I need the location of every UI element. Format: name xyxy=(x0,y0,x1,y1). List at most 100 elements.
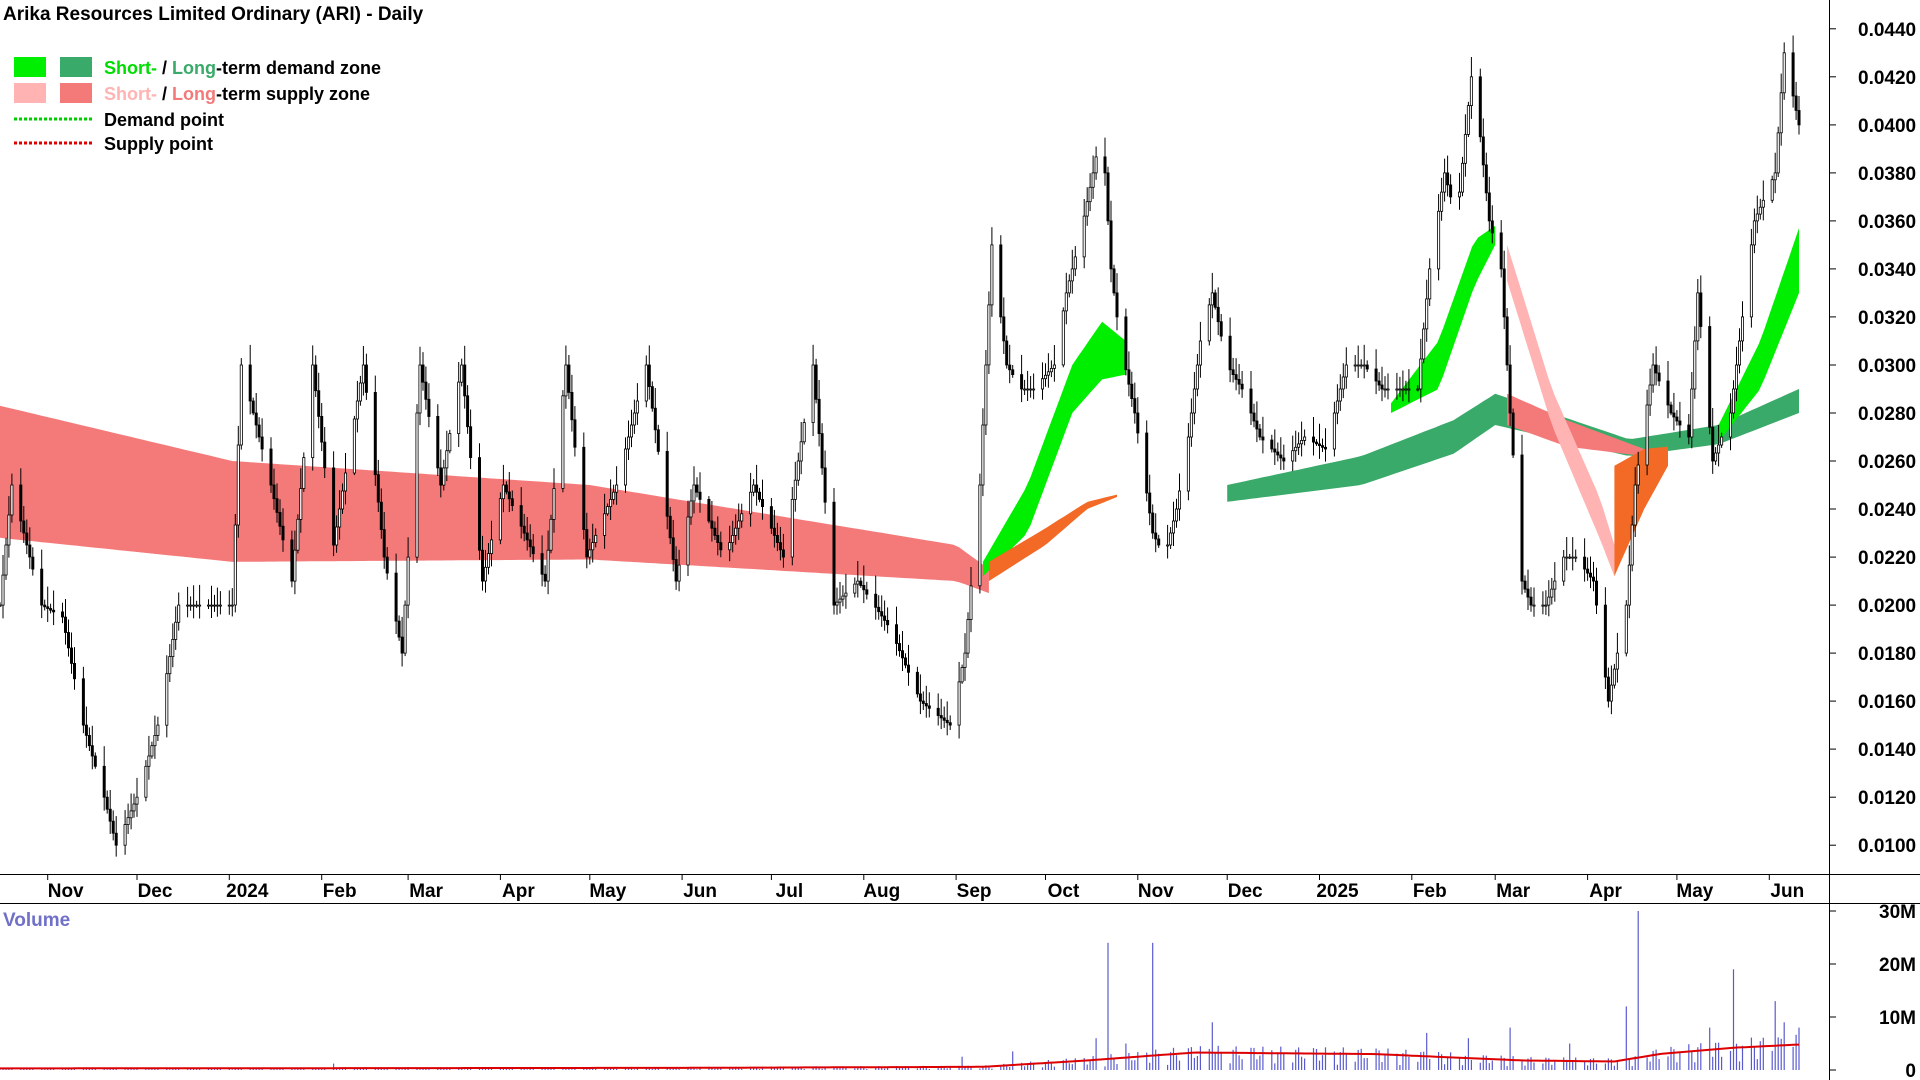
price-bar xyxy=(278,499,282,535)
price-bar xyxy=(1362,344,1366,379)
price-bar xyxy=(1779,73,1783,146)
price-bar xyxy=(1359,359,1363,369)
price-bar xyxy=(525,517,529,551)
price-bar xyxy=(126,803,130,834)
price-bar xyxy=(671,519,675,572)
price-bar xyxy=(81,666,85,734)
x-tick-label: Nov xyxy=(48,881,84,902)
price-bar xyxy=(510,490,514,512)
price-bar xyxy=(880,595,884,627)
price-bar xyxy=(302,452,306,492)
price-bar xyxy=(1636,451,1640,494)
price-bar xyxy=(969,567,973,633)
price-bar xyxy=(501,464,505,513)
price-bar xyxy=(772,509,776,548)
price-bar xyxy=(489,520,493,567)
legend-supply-long-text: Long xyxy=(172,84,216,104)
price-bar xyxy=(1189,398,1193,447)
price-bar xyxy=(135,777,139,817)
y-tick-label: 0.0240 xyxy=(1858,500,1916,521)
price-bar xyxy=(874,575,878,620)
price-bar xyxy=(1106,166,1110,225)
price-bar xyxy=(52,590,56,626)
price-bar xyxy=(1005,335,1009,369)
price-bar xyxy=(987,291,991,374)
price-bar xyxy=(1374,349,1378,395)
price-bar xyxy=(1606,667,1610,708)
volume-y-axis: 0 10M 20M 30M xyxy=(1829,902,1916,1080)
legend-demand-long-text: Long xyxy=(172,58,216,78)
price-bar xyxy=(1341,363,1345,399)
price-bar xyxy=(567,355,571,400)
x-tick-label: Apr xyxy=(502,881,535,902)
price-bar xyxy=(1758,198,1762,220)
price-bar xyxy=(1526,569,1530,610)
price-bar xyxy=(394,553,398,634)
price-bar xyxy=(1428,258,1432,306)
price-bar xyxy=(781,533,785,568)
price-bar xyxy=(1061,307,1065,368)
price-bar xyxy=(1624,600,1628,657)
price-bar xyxy=(317,372,321,429)
legend-supply-zone-label: Short- / Long-term supply zone xyxy=(104,84,370,104)
price-bar xyxy=(376,459,380,512)
zone-band-short-vs-long-supply-band xyxy=(1614,446,1668,577)
price-bar xyxy=(1046,353,1050,388)
price-bar xyxy=(531,534,535,563)
price-bar xyxy=(448,429,452,454)
price-bar xyxy=(153,715,157,759)
price-bar xyxy=(1282,444,1286,470)
price-y-axis: 0.0100 0.0120 0.0140 0.0160 0.0180 0.0200 0.02… xyxy=(1829,20,1916,857)
price-bar xyxy=(1002,297,1006,354)
price-bar xyxy=(1353,355,1357,372)
price-bar xyxy=(195,600,199,608)
y-tick-label: 0.0120 xyxy=(1858,788,1916,809)
volume-y-tick-label: 20M xyxy=(1879,955,1916,976)
price-bar xyxy=(1,555,5,619)
price-bar xyxy=(1186,423,1190,501)
legend-short-supply-swatch xyxy=(14,83,46,103)
price-bar xyxy=(150,741,154,759)
price-bar xyxy=(379,488,383,539)
price-bar xyxy=(817,380,821,447)
legend-supply-point-label: Supply point xyxy=(104,134,213,154)
price-bar xyxy=(1231,357,1235,383)
price-bar xyxy=(1541,591,1545,615)
price-bar xyxy=(1749,228,1753,328)
price-bar xyxy=(123,810,127,855)
price-bar xyxy=(594,528,598,548)
price-bar xyxy=(114,816,118,857)
price-bar xyxy=(189,596,193,611)
price-bar xyxy=(1481,118,1485,178)
price-bar xyxy=(835,587,839,615)
zone-band-long-term-demand-zone xyxy=(1227,389,1799,502)
price-bar xyxy=(1386,373,1390,400)
price-bar xyxy=(1651,353,1655,393)
price-bar xyxy=(1315,439,1319,446)
x-tick-label: Oct xyxy=(1048,881,1080,902)
price-bar xyxy=(1791,35,1795,108)
price-bar xyxy=(761,479,765,520)
price-bar xyxy=(385,547,389,580)
price-bar xyxy=(466,385,470,434)
price-bar xyxy=(373,375,377,486)
price-bar xyxy=(335,515,339,553)
x-tick-label: Jul xyxy=(776,881,803,902)
y-tick-label: 0.0400 xyxy=(1858,116,1916,137)
price-bar xyxy=(924,685,928,718)
price-bar xyxy=(49,603,53,614)
price-bar xyxy=(1487,176,1491,232)
price-bar xyxy=(469,409,473,470)
price-bar xyxy=(814,358,818,404)
price-bar xyxy=(382,512,386,569)
price-bar xyxy=(1693,326,1697,399)
price-bar xyxy=(1532,587,1536,617)
price-bar xyxy=(713,521,717,540)
price-bar xyxy=(981,408,985,497)
price-bar xyxy=(1091,155,1095,199)
price-bar xyxy=(84,706,88,748)
price-bar xyxy=(64,599,68,645)
price-bar xyxy=(177,592,181,631)
price-bar xyxy=(960,664,964,684)
